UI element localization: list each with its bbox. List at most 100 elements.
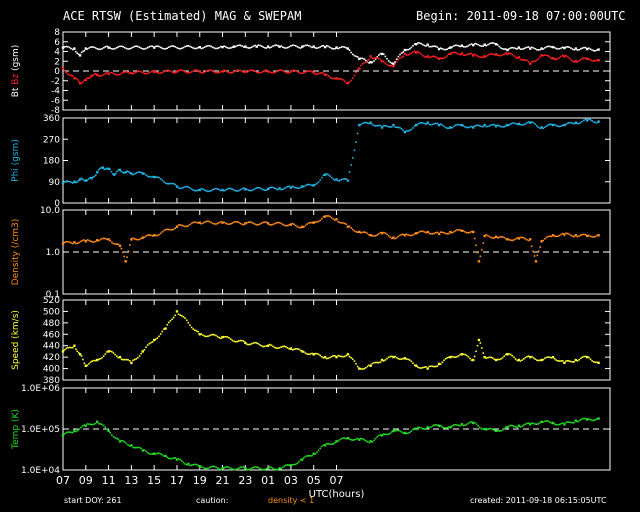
trace-point-Phi xyxy=(423,122,426,125)
trace-point-Temp xyxy=(224,466,227,468)
trace-point-Phi xyxy=(304,184,307,187)
trace-point-Bt xyxy=(299,47,302,49)
trace-point-Bt xyxy=(462,45,465,48)
trace-point-Bz xyxy=(231,71,234,74)
trace-point-Bz xyxy=(301,72,304,75)
trace-point-Temp xyxy=(140,447,142,450)
trace-point-Bt xyxy=(195,47,198,50)
trace-point-Density xyxy=(218,221,221,224)
data-point-Density xyxy=(266,222,270,225)
trace-point-Speed xyxy=(94,359,97,362)
trace-point-Temp xyxy=(417,426,419,429)
trace-point-Temp xyxy=(413,427,416,430)
trace-point-Bt xyxy=(397,55,400,58)
series-Temp xyxy=(61,417,600,471)
trace-point-Bz xyxy=(433,55,435,58)
trace-point-Speed xyxy=(413,364,416,366)
trace-point-Phi xyxy=(122,171,124,174)
trace-point-Density xyxy=(306,223,308,225)
trace-point-Density xyxy=(83,239,85,241)
trace-point-Speed xyxy=(443,359,445,362)
trace-point-Bz xyxy=(303,72,305,74)
trace-point-Bt xyxy=(539,48,541,51)
trace-point-Bz xyxy=(531,60,533,63)
data-point-Density xyxy=(597,234,600,237)
data-point-Bz xyxy=(426,55,429,58)
trace-point-Temp xyxy=(378,434,380,437)
trace-point-Density xyxy=(576,235,579,238)
trace-point-Phi xyxy=(303,185,305,188)
trace-point-Density xyxy=(570,234,572,237)
trace-point-Bz xyxy=(561,54,564,57)
trace-point-Bz xyxy=(76,78,79,81)
trace-point-Bt xyxy=(505,48,507,50)
y-tick-label-mag: 4 xyxy=(54,48,60,58)
trace-point-Temp xyxy=(120,439,123,442)
trace-point-Density xyxy=(376,234,378,236)
trace-point-Bt xyxy=(340,46,343,48)
trace-point-Density xyxy=(465,231,468,234)
trace-point-Bz xyxy=(229,72,232,74)
trace-point-Bz xyxy=(104,72,107,75)
trace-point-Phi xyxy=(255,187,258,189)
trace-point-Temp xyxy=(467,422,470,425)
trace-point-Bz xyxy=(421,54,424,57)
trace-point-Bz xyxy=(413,50,416,53)
trace-point-Speed xyxy=(373,361,375,364)
trace-point-Speed xyxy=(351,358,354,360)
trace-point-Bt xyxy=(184,45,186,48)
data-point-Speed xyxy=(437,362,441,366)
trace-point-Temp xyxy=(260,468,263,471)
trace-point-Bt xyxy=(91,46,94,48)
series-Density xyxy=(61,215,600,263)
trace-point-Phi xyxy=(252,188,255,191)
data-point-Bz xyxy=(529,62,532,65)
trace-point-Speed xyxy=(469,357,471,360)
trace-point-Bz xyxy=(172,71,175,74)
trace-point-Phi xyxy=(177,187,180,189)
trace-point-Density xyxy=(516,237,519,239)
trace-point-Temp xyxy=(158,452,160,455)
trace-point-Density xyxy=(553,235,556,237)
trace-point-Bt xyxy=(286,46,289,49)
trace-point-Temp xyxy=(264,468,266,471)
trace-point-Bt xyxy=(589,48,592,50)
trace-point-Bt xyxy=(272,45,274,47)
trace-point-Speed xyxy=(229,338,232,340)
data-point-Speed xyxy=(380,358,384,362)
data-point-Bt xyxy=(586,47,589,51)
trace-point-Temp xyxy=(106,428,108,431)
trace-point-Density xyxy=(476,251,479,254)
trace-point-Density xyxy=(413,233,416,235)
trace-point-Bt xyxy=(391,62,393,65)
trace-point-Temp xyxy=(316,451,318,454)
trace-point-Bt xyxy=(348,49,351,52)
trace-point-Temp xyxy=(203,467,206,470)
trace-point-Bz xyxy=(389,64,392,67)
trace-point-Speed xyxy=(109,350,112,352)
trace-point-Phi xyxy=(394,126,396,128)
trace-point-Bt xyxy=(257,44,260,47)
trace-point-Bt xyxy=(211,46,214,49)
trace-point-Speed xyxy=(356,365,359,368)
trace-point-Density xyxy=(303,226,305,228)
data-point-Phi xyxy=(358,123,361,127)
trace-point-Bt xyxy=(330,47,333,50)
data-point-Density xyxy=(323,215,327,218)
trace-point-Bz xyxy=(592,60,595,62)
trace-point-Phi xyxy=(368,122,370,125)
trace-point-Temp xyxy=(334,442,336,444)
trace-point-Phi xyxy=(249,189,252,192)
trace-point-Phi xyxy=(338,179,341,182)
trace-point-Bz xyxy=(408,53,411,56)
trace-point-Bz xyxy=(485,55,488,58)
trace-point-Bz xyxy=(376,57,378,59)
data-point-Phi xyxy=(529,121,532,124)
trace-point-Bz xyxy=(334,77,336,80)
trace-point-Density xyxy=(334,219,336,221)
trace-point-Phi xyxy=(413,125,416,127)
trace-point-Speed xyxy=(439,363,442,365)
trace-point-Bt xyxy=(351,53,354,56)
trace-point-Bt xyxy=(382,53,385,56)
trace-point-Phi xyxy=(330,176,333,179)
